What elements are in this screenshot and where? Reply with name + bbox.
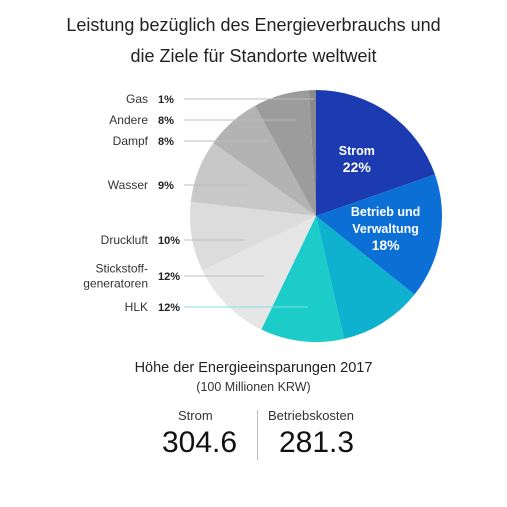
- pie-slice-stickstoff-generatoren: [202, 216, 316, 330]
- pie-name-label-betrieb-und-verwaltung: Verwaltung: [352, 222, 419, 236]
- pie-name-label-hlk: HLK: [125, 300, 148, 314]
- pie-slice-gas: [308, 90, 316, 216]
- pie-name-label-betrieb-und-verwaltung: Betrieb und: [351, 205, 420, 219]
- pie-value-label-hlk: 12%: [158, 302, 180, 314]
- pie-name-label-andere: Andere: [109, 113, 148, 127]
- savings-value-strom: 304.6: [162, 426, 238, 459]
- pie-slice-hlk: [261, 216, 345, 342]
- pie-name-label-gas: Gas: [126, 92, 148, 106]
- pie-slice-strom: [316, 90, 435, 216]
- pie-slice-andere: [255, 90, 316, 216]
- pie-value-label-druckluft: 10%: [158, 235, 180, 247]
- pie-name-label-wasser: Wasser: [108, 178, 148, 192]
- pie-value-label-dampf: 8%: [158, 136, 174, 148]
- savings-divider: [257, 410, 258, 460]
- pie-slice-dampf: [213, 105, 316, 216]
- pie-value-label-gas: 1%: [158, 94, 174, 106]
- pie-name-label-strom: Strom: [339, 144, 375, 158]
- pie-slice-betrieb-und-verwaltung: [316, 174, 443, 295]
- savings-label-betriebskosten: Betriebskosten: [268, 408, 354, 423]
- savings-unit: (100 Millionen KRW): [196, 380, 311, 394]
- chart-title-line-1: Leistung bezüglich des Energieverbrauchs…: [66, 15, 441, 35]
- pie-value-label-wasser: 9%: [158, 180, 174, 192]
- pie-value-label-andere: 8%: [158, 115, 174, 127]
- pie-name-label-dampf: Dampf: [113, 134, 149, 148]
- chart-title-line-2: die Ziele für Standorte weltweit: [130, 46, 377, 66]
- chart-title: Leistung bezüglich des Energieverbrauchs…: [0, 10, 507, 72]
- savings-label-strom: Strom: [178, 408, 213, 423]
- pie-value-label-strom: 22%: [343, 159, 372, 175]
- pie-slice-segment-2: [316, 216, 415, 339]
- pie-name-label-stickstoff-generatoren: Stickstoff-: [96, 262, 148, 276]
- savings-heading: Höhe der Energieeinsparungen 2017: [134, 360, 373, 376]
- pie-slice-wasser: [190, 143, 316, 216]
- pie-value-label-betrieb-und-verwaltung: 18%: [372, 237, 401, 253]
- pie-slice-druckluft: [189, 201, 316, 271]
- pie-value-label-stickstoff-generatoren: 12%: [158, 271, 180, 283]
- pie-name-label-druckluft: Druckluft: [101, 233, 149, 247]
- savings-value-betriebskosten: 281.3: [279, 426, 355, 459]
- pie-name-label-stickstoff-generatoren: generatoren: [83, 277, 148, 291]
